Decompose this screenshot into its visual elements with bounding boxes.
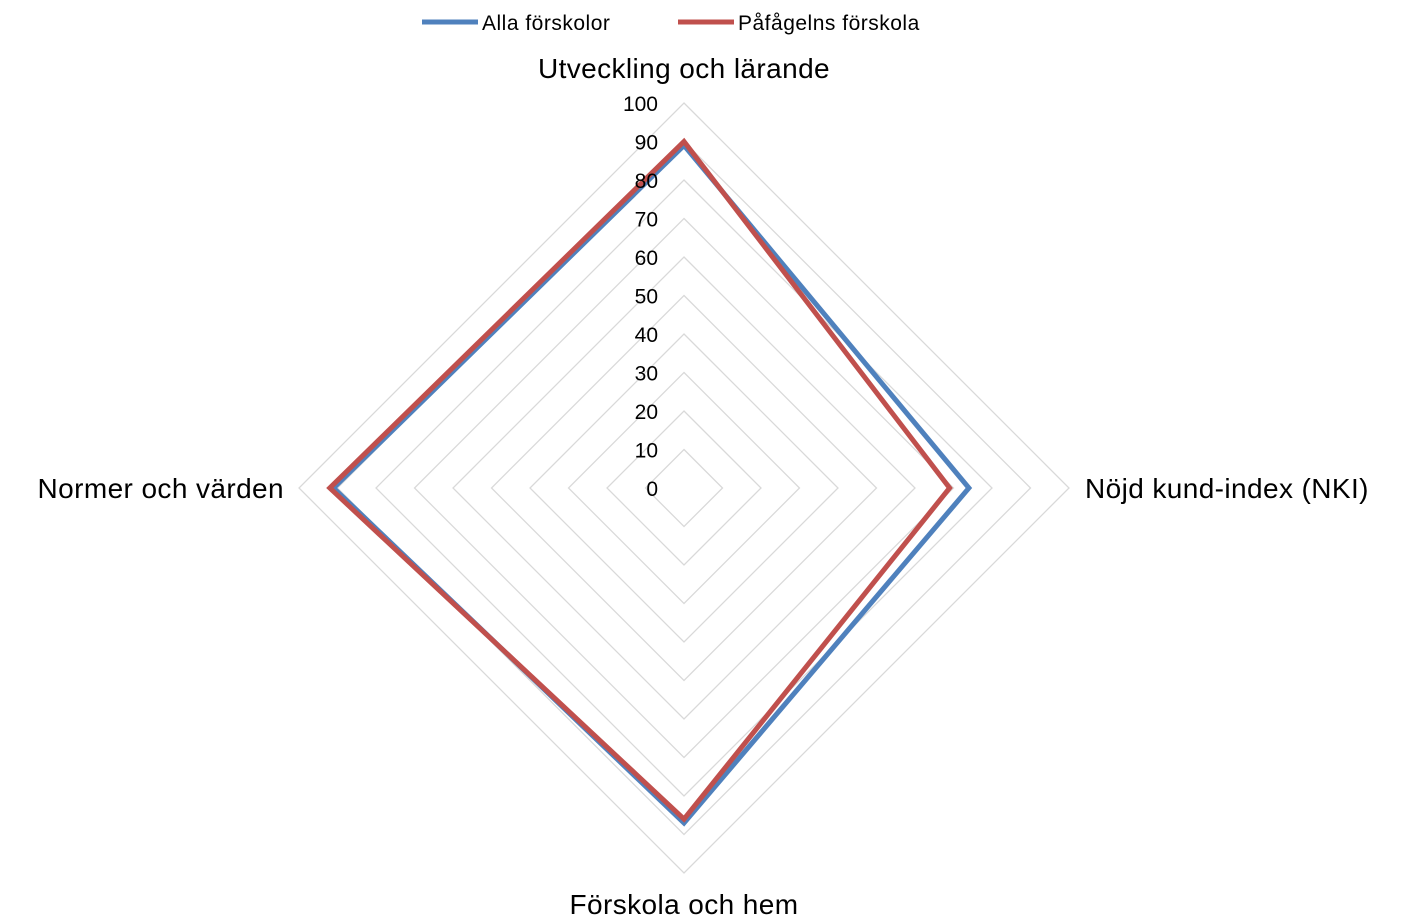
axis-labels: Utveckling och lärande Nöjd kund-index (…: [38, 53, 1369, 917]
grid-ring-90: [336, 140, 1032, 836]
legend-label-pafageln: Påfågelns förskola: [738, 12, 920, 35]
tick-label-20: 20: [635, 401, 658, 424]
legend-item-pafageln[interactable]: Påfågelns förskola: [678, 12, 920, 35]
axis-label-utveckling: Utveckling och lärande: [538, 53, 830, 84]
tick-label-50: 50: [635, 286, 658, 309]
grid-ring-20: [606, 410, 762, 566]
tick-label-40: 40: [635, 324, 658, 347]
tick-label-80: 80: [635, 170, 658, 193]
grid-ring-80: [375, 179, 993, 797]
radar-grid: [298, 102, 1070, 874]
tick-label-100: 100: [623, 93, 658, 116]
grid-ring-40: [529, 333, 839, 643]
legend-item-alla[interactable]: Alla förskolor: [422, 12, 610, 35]
axis-label-normer: Normer och värden: [38, 473, 284, 504]
tick-label-60: 60: [635, 247, 658, 270]
series-line-1: [326, 137, 953, 823]
grid-ring-70: [413, 217, 955, 759]
legend-label-alla: Alla förskolor: [482, 12, 610, 35]
series-line-0: [330, 141, 973, 827]
tick-label-90: 90: [635, 132, 658, 155]
grid-ring-50: [490, 294, 878, 682]
tick-label-0: 0: [646, 478, 658, 501]
grid-ring-30: [567, 371, 801, 605]
tick-label-70: 70: [635, 209, 658, 232]
tick-label-30: 30: [635, 363, 658, 386]
tick-labels: 0 10 20 30 40 50 60 70 80 90 100: [623, 93, 658, 501]
series-group: [326, 137, 973, 827]
legend: Alla förskolor Påfågelns förskola: [422, 12, 920, 35]
tick-label-10: 10: [635, 440, 658, 463]
grid-ring-10: [644, 448, 724, 528]
axis-label-nki: Nöjd kund-index (NKI): [1085, 473, 1369, 504]
grid-ring-100: [298, 102, 1070, 874]
axis-label-forskola-hem: Förskola och hem: [570, 889, 799, 917]
grid-ring-60: [452, 256, 916, 720]
